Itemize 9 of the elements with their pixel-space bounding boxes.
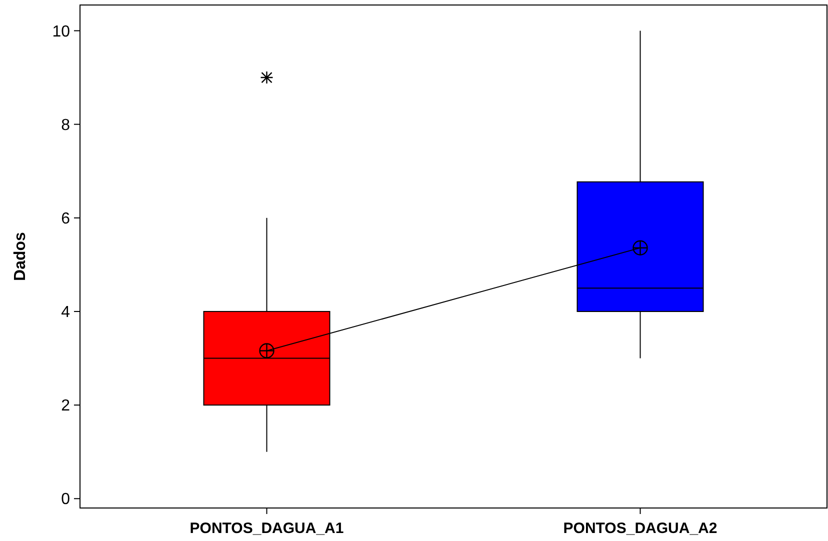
y-tick-label: 10 — [52, 23, 70, 40]
y-tick-label: 2 — [61, 398, 70, 415]
y-tick-label: 8 — [61, 116, 70, 134]
y-axis-title: Dados — [12, 232, 29, 281]
x-tick-label: PONTOS_DAGUA_A1 — [190, 520, 344, 537]
x-tick-label: PONTOS_DAGUA_A2 — [563, 520, 718, 537]
y-tick-label: 6 — [61, 210, 70, 228]
y-tick-label: 4 — [61, 304, 70, 322]
y-tick-label: 0 — [61, 491, 70, 508]
